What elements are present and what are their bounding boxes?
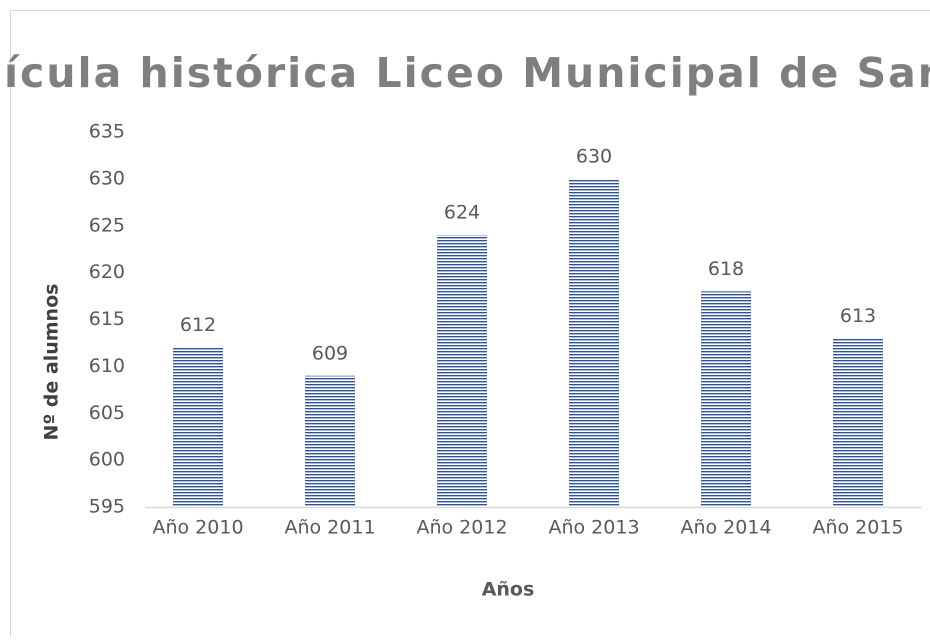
bar (437, 235, 487, 507)
y-tick-label: 600 (89, 449, 125, 471)
x-tick-label: Año 2015 (812, 517, 903, 539)
y-tick-label: 610 (89, 355, 125, 377)
y-tick-label: 630 (89, 167, 125, 189)
y-axis-title: Nº de alumnos (41, 284, 63, 441)
bar (833, 338, 883, 507)
y-tick-label: 605 (89, 402, 125, 424)
bar (305, 376, 355, 507)
y-tick-label: 620 (89, 261, 125, 283)
x-tick-label: Año 2010 (152, 517, 243, 539)
x-tick-label: Año 2012 (416, 517, 507, 539)
data-label: 612 (180, 314, 216, 336)
bar (701, 291, 751, 507)
chart-title: ícula histórica Liceo Municipal de San (4, 49, 930, 97)
x-tick-label: Año 2013 (548, 517, 639, 539)
y-tick-label: 635 (89, 121, 125, 143)
y-tick-label: 625 (89, 214, 125, 236)
y-tick-label: 615 (89, 308, 125, 330)
data-label: 630 (576, 145, 612, 167)
bar (173, 348, 223, 507)
x-axis-title: Años (482, 579, 535, 601)
x-tick-label: Año 2014 (680, 517, 771, 539)
y-tick-label: 595 (89, 496, 125, 518)
data-label: 609 (312, 342, 348, 364)
data-label: 618 (708, 258, 744, 280)
bar (569, 179, 619, 507)
x-tick-label: Año 2011 (284, 517, 375, 539)
data-label: 613 (840, 305, 876, 327)
data-label: 624 (444, 202, 480, 224)
